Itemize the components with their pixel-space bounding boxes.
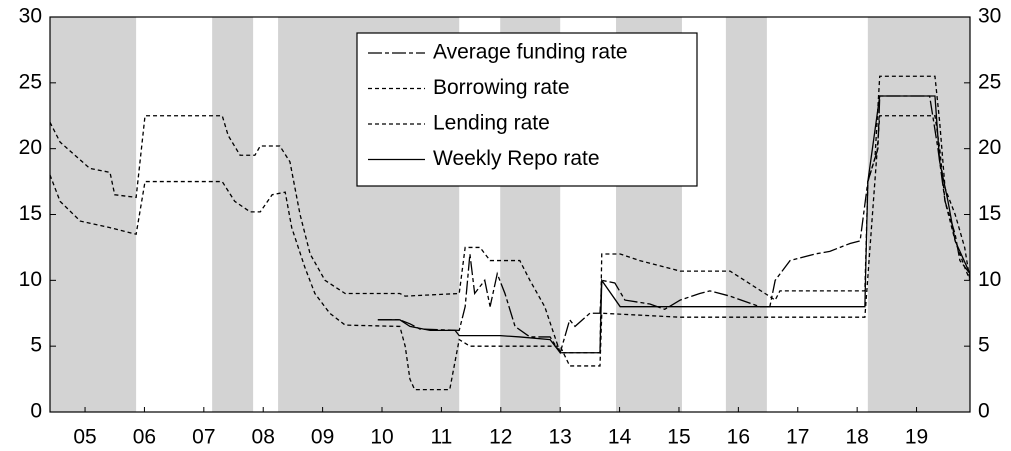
y2-tick-label: 25 bbox=[978, 70, 1001, 93]
y2-tick-label: 0 bbox=[978, 400, 990, 423]
x-tick-label: 17 bbox=[786, 426, 809, 449]
y-tick-label: 20 bbox=[19, 136, 42, 159]
y-tick-label: 0 bbox=[30, 400, 42, 423]
x-tick-label: 12 bbox=[489, 426, 512, 449]
x-tick-label: 16 bbox=[727, 426, 750, 449]
x-tick-label: 13 bbox=[549, 426, 572, 449]
legend-label: Average funding rate bbox=[433, 41, 628, 64]
x-tick-label: 14 bbox=[608, 426, 632, 449]
x-tick-label: 08 bbox=[252, 426, 275, 449]
y-tick-label: 15 bbox=[19, 202, 42, 225]
x-tick-label: 06 bbox=[133, 426, 156, 449]
y2-tick-label: 10 bbox=[978, 268, 1001, 291]
series-line bbox=[49, 115, 971, 391]
shaded-period bbox=[867, 17, 970, 412]
legend-label: Weekly Repo rate bbox=[433, 147, 600, 170]
y2-tick-label: 15 bbox=[978, 202, 1001, 225]
shaded-period bbox=[212, 17, 254, 412]
x-tick-label: 07 bbox=[192, 426, 215, 449]
x-tick-label: 15 bbox=[667, 426, 690, 449]
y2-tick-label: 30 bbox=[978, 5, 1001, 28]
x-tick-label: 10 bbox=[370, 426, 393, 449]
plot-frame bbox=[49, 16, 971, 413]
y2-tick-label: 20 bbox=[978, 136, 1001, 159]
legend-box bbox=[356, 32, 698, 187]
series-line bbox=[49, 75, 971, 354]
series-line bbox=[377, 95, 971, 354]
shaded-period bbox=[725, 17, 767, 412]
shaded-period bbox=[50, 17, 137, 412]
x-tick-label: 09 bbox=[311, 426, 334, 449]
y-tick-label: 5 bbox=[30, 334, 42, 357]
y2-tick-label: 5 bbox=[978, 334, 990, 357]
legend-label: Lending rate bbox=[433, 112, 550, 135]
y-tick-label: 30 bbox=[19, 5, 42, 28]
x-tick-label: 11 bbox=[430, 426, 452, 449]
y-tick-label: 25 bbox=[19, 70, 42, 93]
legend-label: Borrowing rate bbox=[433, 76, 570, 99]
x-tick-label: 19 bbox=[905, 426, 928, 449]
x-tick-label: 18 bbox=[845, 426, 868, 449]
x-tick-label: 05 bbox=[73, 426, 96, 449]
y-tick-label: 10 bbox=[19, 268, 42, 291]
